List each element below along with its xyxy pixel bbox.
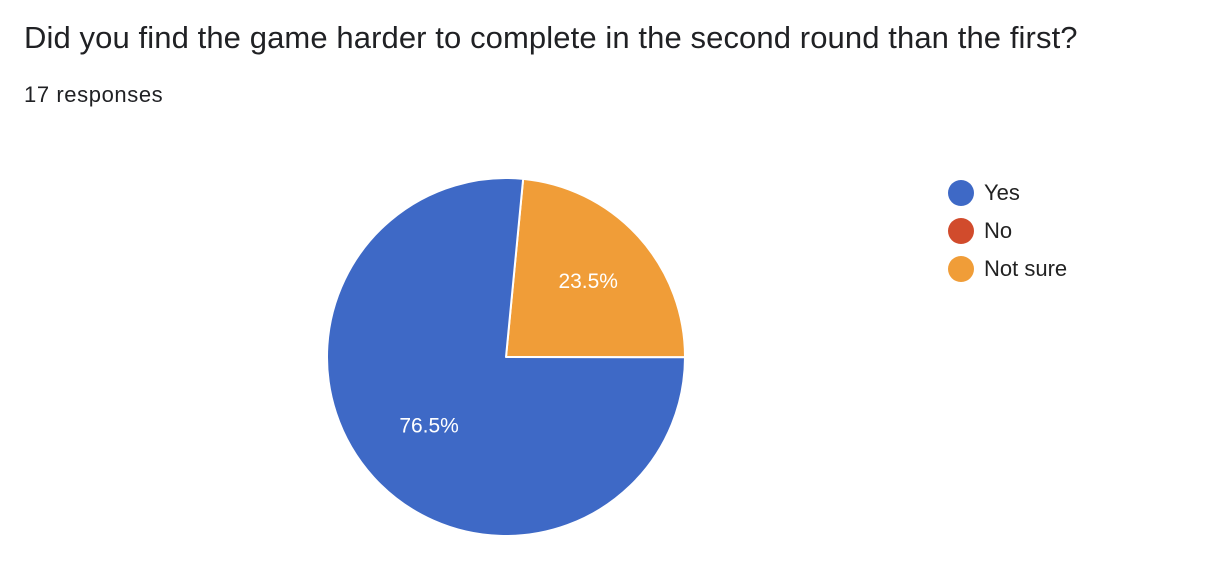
- pie-slice-yes: [326, 177, 686, 537]
- slice-label-not-sure: 23.5%: [558, 270, 618, 293]
- responses-count: 17 responses: [24, 82, 164, 107]
- legend-item-not-sure: Not sure: [948, 250, 1067, 288]
- chart-legend: Yes No Not sure: [948, 174, 1067, 288]
- legend-swatch-yes: [948, 180, 974, 206]
- legend-item-no: No: [948, 212, 1067, 250]
- legend-label-yes: Yes: [984, 180, 1020, 205]
- question-title: Did you find the game harder to complete…: [24, 20, 1078, 55]
- pie-slice-not-sure: [505, 177, 687, 359]
- legend-item-yes: Yes: [948, 174, 1067, 212]
- legend-label-no: No: [984, 218, 1013, 243]
- legend-label-not-sure: Not sure: [984, 256, 1068, 281]
- legend-swatch-not-sure: [948, 256, 974, 282]
- slice-label-yes: 76.5%: [399, 414, 459, 437]
- legend-swatch-no: [948, 218, 974, 244]
